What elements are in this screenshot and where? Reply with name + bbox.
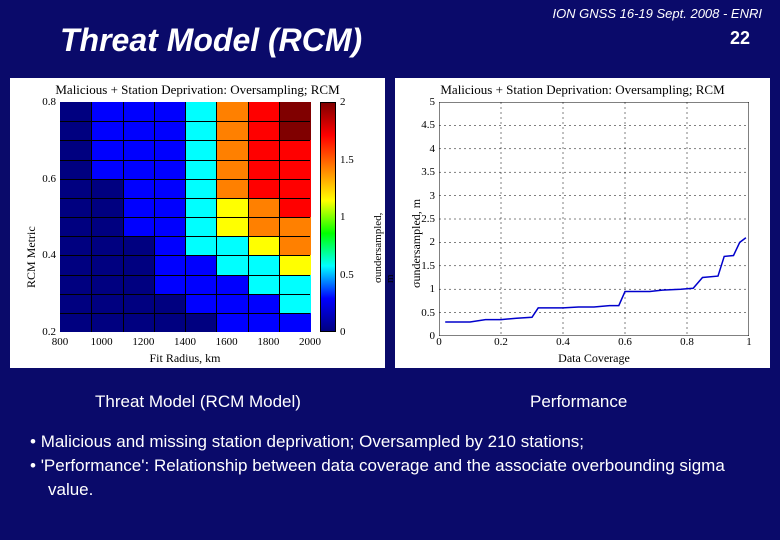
bullet-list: Malicious and missing station deprivatio… <box>30 430 760 501</box>
slide-title: Threat Model (RCM) <box>60 22 362 59</box>
right-caption: Performance <box>530 392 627 412</box>
charts-row: Malicious + Station Deprivation: Oversam… <box>10 78 770 368</box>
bullet-item: Malicious and missing station deprivatio… <box>30 430 760 454</box>
page-number: 22 <box>730 28 750 49</box>
left-caption: Threat Model (RCM Model) <box>95 392 301 412</box>
right-chart-title: Malicious + Station Deprivation: Oversam… <box>395 82 770 98</box>
left-chart-title: Malicious + Station Deprivation: Oversam… <box>10 82 385 98</box>
right-x-label: Data Coverage <box>439 351 749 366</box>
bullet-item: 'Performance': Relationship between data… <box>30 454 760 502</box>
colorbar-label: σundersampled, m <box>372 213 396 283</box>
right-chart-panel: Malicious + Station Deprivation: Oversam… <box>395 78 770 368</box>
colorbar <box>320 102 336 332</box>
left-plot-area <box>60 102 310 332</box>
right-plot-area <box>439 102 749 336</box>
left-x-label: Fit Radius, km <box>60 351 310 366</box>
left-chart-panel: Malicious + Station Deprivation: Oversam… <box>10 78 385 368</box>
header-note: ION GNSS 16-19 Sept. 2008 - ENRI <box>552 6 762 21</box>
